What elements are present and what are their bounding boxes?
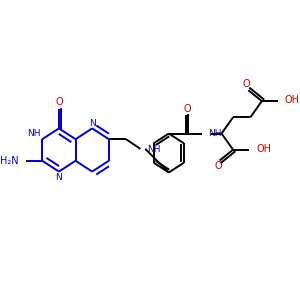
Text: NH: NH <box>208 129 222 138</box>
Text: O: O <box>214 161 222 171</box>
Text: OH: OH <box>285 95 300 105</box>
Text: O: O <box>242 79 250 89</box>
Text: H₂N: H₂N <box>0 156 19 166</box>
Text: N: N <box>89 118 96 127</box>
Text: N: N <box>56 172 62 182</box>
Text: O: O <box>55 98 63 107</box>
Text: OH: OH <box>256 144 271 154</box>
Text: NH: NH <box>28 129 41 138</box>
Text: O: O <box>183 103 190 113</box>
Text: NH: NH <box>147 145 160 154</box>
